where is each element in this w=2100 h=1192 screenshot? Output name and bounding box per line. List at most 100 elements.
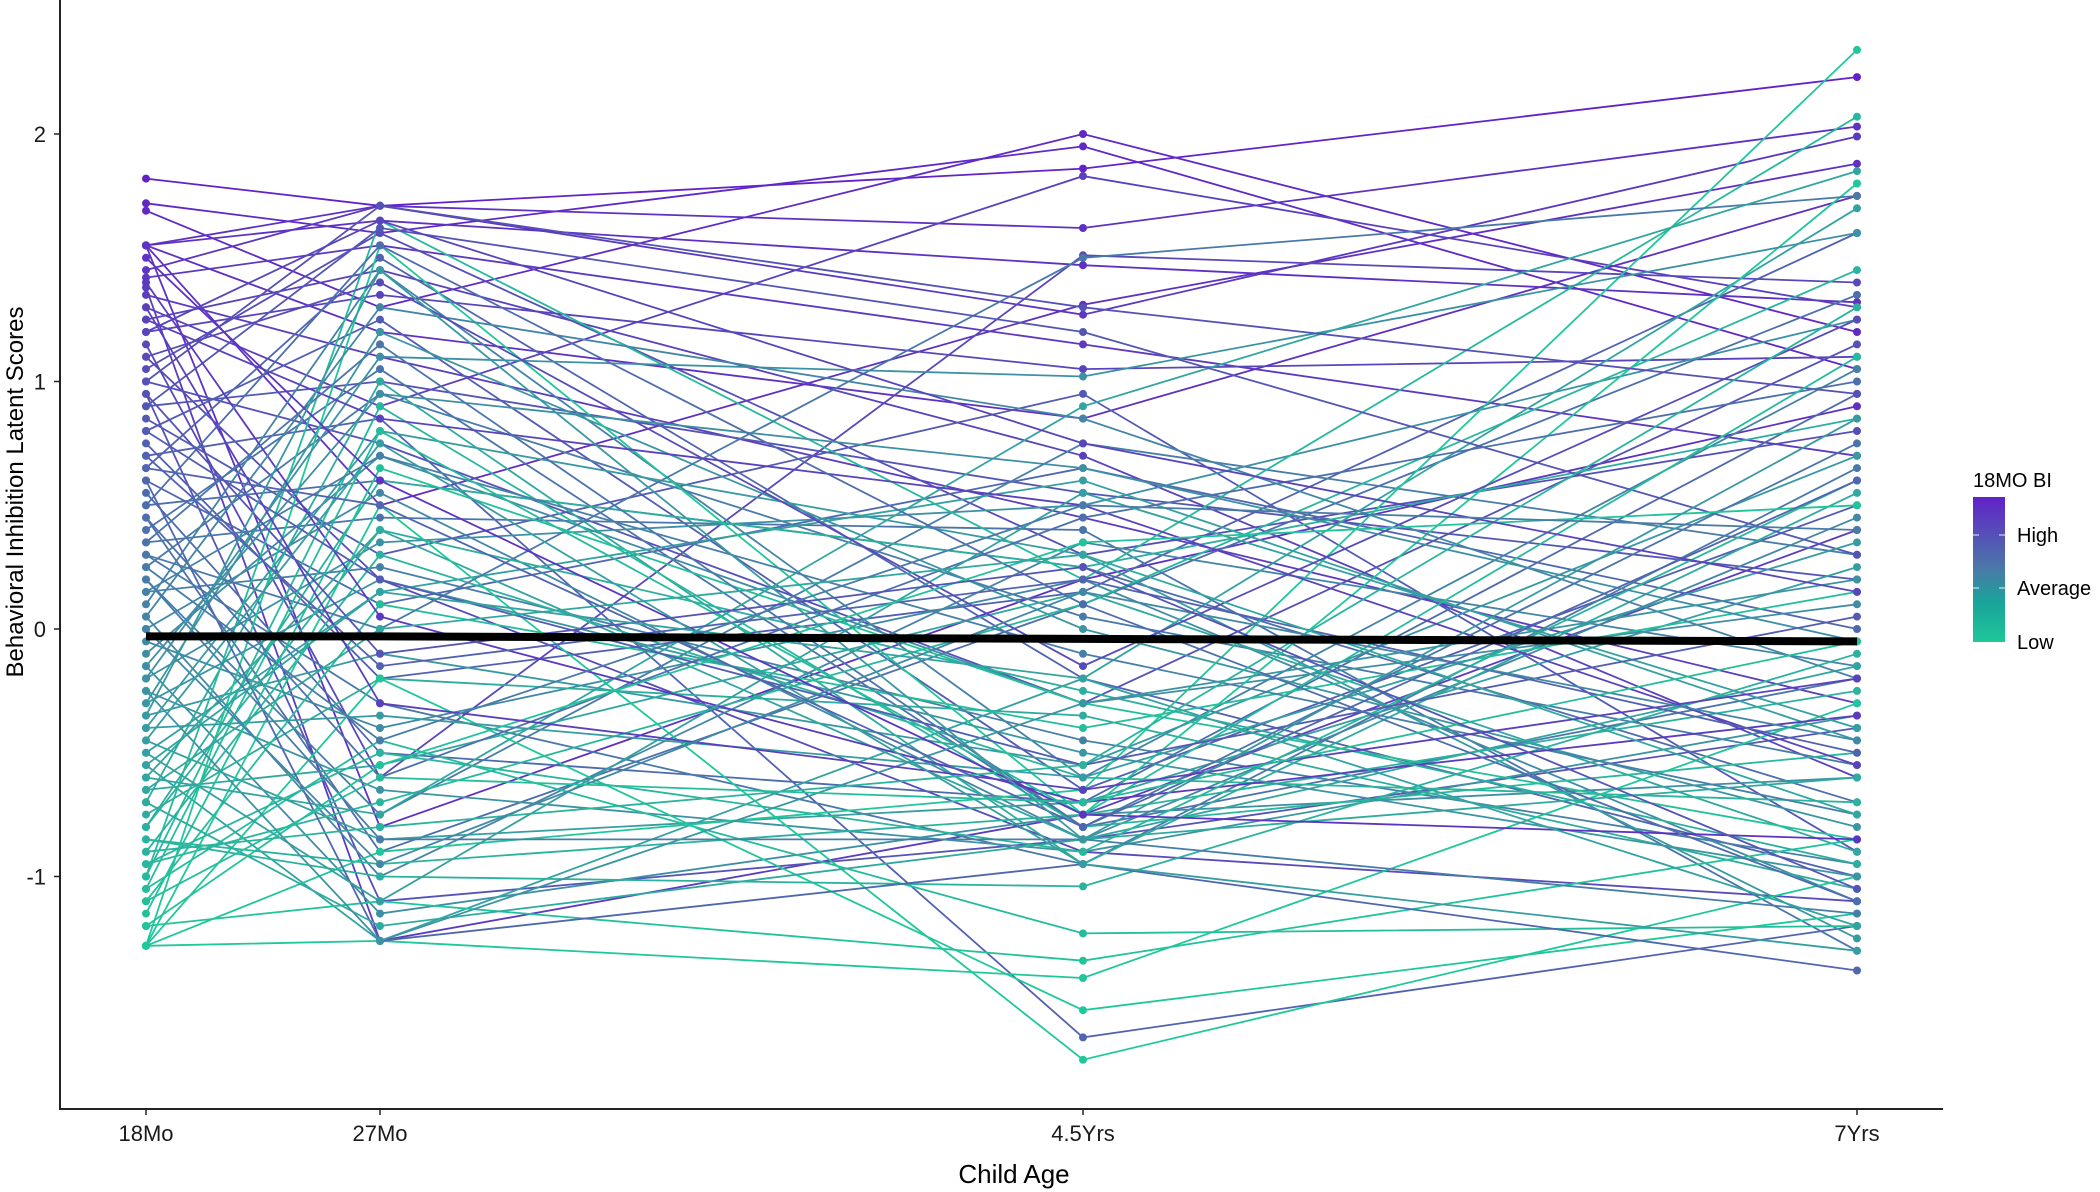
trajectory-point-73-0 bbox=[142, 835, 150, 844]
trajectory-point-24-2 bbox=[1079, 1033, 1087, 1042]
trajectory-point-80-3 bbox=[1853, 773, 1861, 782]
trajectory-point-87-0 bbox=[142, 352, 150, 361]
trajectory-point-70-0 bbox=[142, 773, 150, 782]
trajectory-point-55-3 bbox=[1853, 686, 1861, 695]
x-tick-label: 18Mo bbox=[118, 1121, 173, 1146]
trajectory-point-8-3 bbox=[1853, 132, 1861, 141]
trajectory-point-81-3 bbox=[1853, 711, 1861, 720]
trajectory-point-45-3 bbox=[1853, 451, 1861, 460]
trajectory-point-82-0 bbox=[142, 699, 150, 708]
trajectory-point-2-2 bbox=[1079, 130, 1087, 138]
trajectory-point-4-2 bbox=[1079, 261, 1087, 270]
trajectory-point-105-3 bbox=[1853, 884, 1861, 893]
trajectory-point-58-1 bbox=[376, 402, 384, 411]
trajectory-point-80-0 bbox=[142, 798, 150, 807]
trajectory-point-49-3 bbox=[1853, 204, 1861, 213]
y-tick-label: 2 bbox=[34, 122, 46, 147]
trajectory-point-9-2 bbox=[1079, 340, 1087, 349]
trajectory-point-44-1 bbox=[376, 328, 384, 336]
trajectory-point-83-2 bbox=[1079, 575, 1087, 584]
trajectory-point-62-3 bbox=[1853, 45, 1861, 54]
trajectory-point-65-1 bbox=[376, 674, 384, 683]
trajectory-point-92-3 bbox=[1853, 860, 1861, 869]
x-tick-label: 7Yrs bbox=[1834, 1121, 1879, 1146]
trajectory-point-98-2 bbox=[1079, 550, 1087, 559]
trajectory-point-57-3 bbox=[1853, 266, 1861, 275]
trajectory-point-85-2 bbox=[1079, 414, 1087, 423]
trajectory-point-76-0 bbox=[142, 724, 150, 732]
trajectory-point-105-2 bbox=[1079, 563, 1087, 572]
trajectory-point-88-1 bbox=[376, 427, 384, 435]
trajectory-point-68-2 bbox=[1079, 372, 1087, 381]
trajectory-point-71-2 bbox=[1079, 328, 1087, 336]
trajectory-line-74 bbox=[145, 480, 1858, 972]
trajectory-point-41-1 bbox=[376, 909, 384, 918]
mean-line-group bbox=[146, 632, 1858, 646]
trajectory-line-103 bbox=[145, 467, 1858, 828]
legend-label-low: Low bbox=[2017, 632, 2054, 654]
trajectory-point-17-0 bbox=[142, 365, 150, 374]
trajectory-point-102-1 bbox=[376, 439, 384, 448]
trajectory-line-61 bbox=[145, 838, 1858, 962]
y-axis-title: Behavioral Inhibition Latent Scores bbox=[2, 307, 29, 678]
trajectory-point-100-2 bbox=[1079, 761, 1087, 770]
trajectory-point-94-2 bbox=[1079, 538, 1087, 547]
y-tick-label: 1 bbox=[34, 370, 46, 395]
trajectory-point-72-0 bbox=[142, 315, 150, 324]
trajectory-point-105-1 bbox=[376, 649, 384, 658]
trajectory-point-90-2 bbox=[1079, 464, 1087, 473]
trajectory-line-25 bbox=[145, 256, 1858, 878]
trajectory-line-81 bbox=[145, 281, 1858, 804]
trajectory-point-53-2 bbox=[1079, 711, 1087, 720]
trajectory-line-68 bbox=[145, 232, 1858, 680]
trajectory-point-77-1 bbox=[376, 451, 384, 460]
trajectory-point-29-3 bbox=[1853, 290, 1861, 299]
trajectory-line-57 bbox=[145, 269, 1858, 865]
trajectory-point-76-2 bbox=[1079, 773, 1087, 782]
trajectory-point-60-1 bbox=[376, 600, 384, 609]
trajectory-point-80-1 bbox=[376, 922, 384, 930]
trajectory-point-97-1 bbox=[376, 241, 384, 250]
trajectory-point-7-0 bbox=[142, 241, 150, 250]
trajectory-point-36-3 bbox=[1853, 365, 1861, 374]
trajectory-point-93-1 bbox=[376, 340, 384, 349]
trajectory-point-31-2 bbox=[1079, 526, 1087, 534]
trajectory-point-94-1 bbox=[376, 761, 384, 770]
trajectory-point-86-1 bbox=[376, 897, 384, 906]
trajectory-line-0 bbox=[145, 76, 1858, 207]
trajectory-point-107-1 bbox=[376, 216, 384, 225]
trajectory-point-68-0 bbox=[142, 674, 150, 683]
trajectory-point-77-2 bbox=[1079, 649, 1087, 658]
trajectory-point-81-1 bbox=[376, 612, 384, 621]
trajectory-point-77-0 bbox=[142, 587, 150, 596]
trajectory-point-46-3 bbox=[1853, 934, 1861, 943]
trajectory-point-108-1 bbox=[376, 587, 384, 596]
trajectory-point-90-1 bbox=[376, 389, 384, 398]
trajectory-point-13-2 bbox=[1079, 451, 1087, 460]
trajectory-point-5-3 bbox=[1853, 159, 1861, 168]
trajectory-point-71-0 bbox=[142, 402, 150, 411]
trajectory-point-91-0 bbox=[142, 427, 150, 435]
trajectory-line-66 bbox=[145, 182, 1858, 947]
trajectory-point-74-3 bbox=[1853, 966, 1861, 975]
trajectory-point-14-2 bbox=[1079, 365, 1087, 374]
trajectory-point-103-0 bbox=[142, 464, 150, 473]
trajectory-point-75-1 bbox=[376, 201, 384, 210]
trajectory-line-62 bbox=[145, 49, 1858, 947]
trajectory-point-92-0 bbox=[142, 823, 150, 831]
trajectory-point-109-1 bbox=[376, 736, 384, 745]
trajectory-point-95-1 bbox=[376, 476, 384, 485]
trajectory-point-25-1 bbox=[376, 253, 384, 262]
trajectory-point-72-3 bbox=[1853, 761, 1861, 770]
y-tick-label: -1 bbox=[26, 865, 46, 890]
trajectory-point-38-3 bbox=[1853, 513, 1861, 522]
trajectory-point-36-0 bbox=[142, 600, 150, 609]
trajectory-line-1 bbox=[145, 145, 1858, 370]
trajectory-point-71-3 bbox=[1853, 550, 1861, 559]
trajectory-line-2 bbox=[145, 133, 1858, 333]
trajectory-line-95 bbox=[145, 257, 1858, 841]
trajectory-point-52-3 bbox=[1853, 488, 1861, 497]
trajectory-point-44-2 bbox=[1079, 625, 1087, 633]
trajectory-line-106 bbox=[145, 268, 1858, 841]
